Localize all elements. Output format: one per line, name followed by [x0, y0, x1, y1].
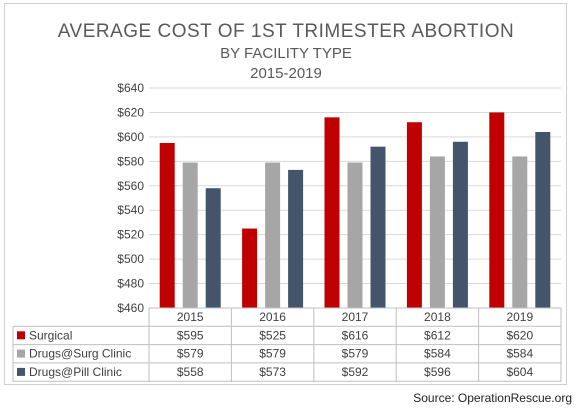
- data-label: $579: [342, 347, 369, 361]
- data-label: $584: [506, 347, 533, 361]
- y-tick-label: $540: [117, 203, 144, 217]
- bar-2018-2: [429, 156, 445, 308]
- bar-2019-2: [512, 156, 528, 308]
- bar-2017-1: [324, 117, 340, 308]
- bar-2017-2: [347, 162, 363, 308]
- data-label: $616: [342, 328, 369, 342]
- y-tick-label: $600: [117, 130, 144, 144]
- data-label: $620: [506, 328, 533, 342]
- y-tick-label: $520: [117, 228, 144, 242]
- y-tick-label: $640: [117, 81, 144, 95]
- category-label: 2015: [177, 310, 204, 324]
- legend-swatch: [17, 367, 25, 376]
- bar-2016-2: [265, 162, 281, 308]
- bar-2015-1: [159, 143, 175, 308]
- y-tick-label: $480: [117, 277, 144, 291]
- data-label: $573: [259, 365, 286, 379]
- legend-swatch: [17, 331, 25, 340]
- bar-2018-3: [452, 141, 468, 308]
- category-label: 2018: [424, 310, 451, 324]
- data-label: $579: [177, 347, 204, 361]
- legend-label: Drugs@Pill Clinic: [29, 365, 122, 379]
- y-tick-label: $560: [117, 179, 144, 193]
- data-label: $612: [424, 328, 451, 342]
- data-label: $584: [424, 347, 451, 361]
- data-label: $525: [259, 328, 286, 342]
- bar-2015-3: [205, 188, 221, 308]
- data-label: $592: [342, 365, 369, 379]
- chart-subtitle: BY FACILITY TYPE: [220, 45, 352, 62]
- y-tick-label: $580: [117, 154, 144, 168]
- legend-label: Surgical: [29, 328, 72, 342]
- legend-swatch: [17, 349, 25, 358]
- bar-2019-3: [535, 132, 551, 308]
- data-label: $596: [424, 365, 451, 379]
- bar-2016-1: [242, 228, 258, 308]
- data-label: $558: [177, 365, 204, 379]
- chart-subtitle-years: 2015-2019: [250, 65, 322, 82]
- y-tick-label: $500: [117, 252, 144, 266]
- category-label: 2017: [342, 310, 369, 324]
- bar-2016-3: [288, 169, 304, 308]
- bar-2018-1: [406, 122, 422, 308]
- bar-2019-1: [489, 112, 505, 308]
- category-label: 2019: [506, 310, 533, 324]
- bar-2017-3: [370, 146, 386, 308]
- legend-label: Drugs@Surg Clinic: [29, 347, 131, 361]
- category-label: 2016: [259, 310, 286, 324]
- y-tick-label: $460: [117, 301, 144, 315]
- chart-title: AVERAGE COST OF 1ST TRIMESTER ABORTION: [58, 21, 514, 42]
- source-note: Source: OperationRescue.org: [413, 391, 572, 405]
- bar-2015-2: [182, 162, 198, 308]
- bar-chart: AVERAGE COST OF 1ST TRIMESTER ABORTION BY…: [12, 21, 562, 382]
- chart-frame: AVERAGE COST OF 1ST TRIMESTER ABORTION BY…: [4, 3, 567, 385]
- y-tick-label: $620: [117, 105, 144, 119]
- data-label: $579: [259, 347, 286, 361]
- data-label: $595: [177, 328, 204, 342]
- data-label: $604: [506, 365, 533, 379]
